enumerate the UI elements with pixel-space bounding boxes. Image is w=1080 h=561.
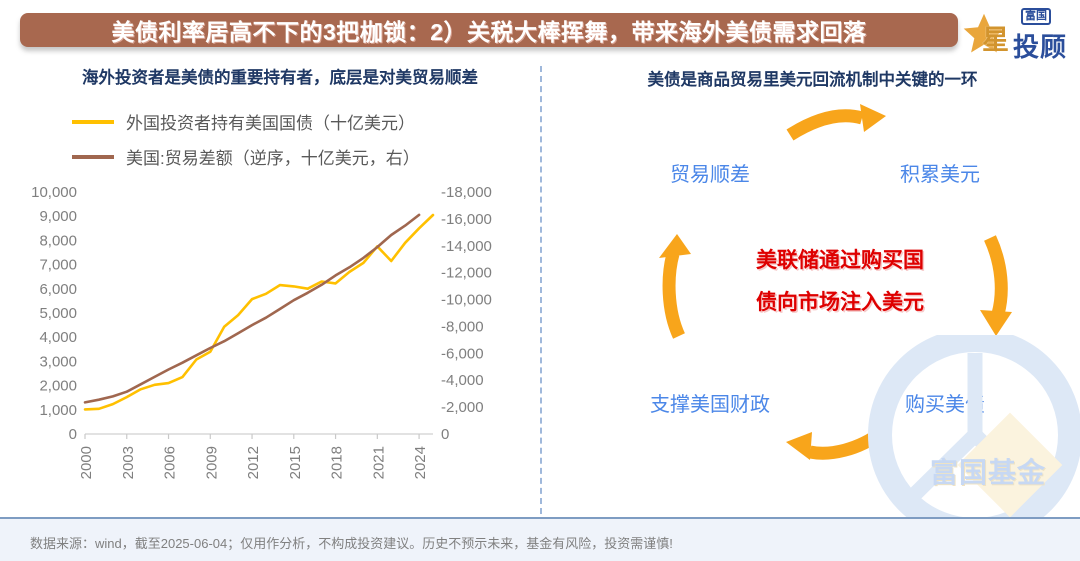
svg-text:10,000: 10,000 xyxy=(31,184,77,201)
flow-node-support-us-fiscal: 支撑美国财政 xyxy=(650,394,770,416)
svg-text:1,000: 1,000 xyxy=(39,402,77,419)
svg-text:9,000: 9,000 xyxy=(39,208,77,225)
legend-swatch-brown xyxy=(72,154,114,159)
footer: 数据来源：wind，截至2025-06-04；仅用作分析，不构成投资建议。历史不… xyxy=(0,519,1080,561)
svg-text:2021: 2021 xyxy=(370,446,387,479)
legend-item: 外国投资者持有美国国债（十亿美元） xyxy=(72,104,420,139)
chart-svg: 0 1,000 2,000 3,000 4,000 5,000 6,000 7,000 8,00… xyxy=(31,184,492,479)
logo-main-text: 投顾 xyxy=(1013,32,1068,62)
footer-divider xyxy=(0,517,1080,519)
svg-text:-6,000: -6,000 xyxy=(441,345,484,362)
fed-note: 美联储通过购买国 债向市场注入美元 xyxy=(700,240,980,324)
svg-text:6,000: 6,000 xyxy=(39,281,77,298)
svg-text:2009: 2009 xyxy=(203,446,220,479)
fed-note-line1: 美联储通过购买国 xyxy=(756,249,924,272)
logo-star-char: 星 xyxy=(982,25,1009,55)
brand-logo: 星 富国 投顾 xyxy=(961,5,1076,62)
flow-node-accumulate-dollars: 积累美元 xyxy=(900,164,980,186)
legend-swatch-yellow xyxy=(72,119,114,124)
svg-text:7,000: 7,000 xyxy=(39,257,77,274)
fed-note-line2: 债向市场注入美元 xyxy=(756,291,924,314)
svg-text:2,000: 2,000 xyxy=(39,378,77,395)
svg-text:-16,000: -16,000 xyxy=(441,211,492,228)
svg-text:2003: 2003 xyxy=(120,446,137,479)
svg-text:-4,000: -4,000 xyxy=(441,372,484,389)
arrow-right-icon xyxy=(786,104,886,141)
svg-text:-18,000: -18,000 xyxy=(441,184,492,201)
flow-node-buy-treasuries: 购买美债 xyxy=(905,394,985,416)
svg-text:-10,000: -10,000 xyxy=(441,292,492,309)
arrow-down-icon xyxy=(980,235,1012,336)
legend-item: 美国:贸易差额（逆序，十亿美元，右） xyxy=(72,139,420,174)
logo-box-text: 富国 xyxy=(1021,8,1051,25)
svg-text:-2,000: -2,000 xyxy=(441,399,484,416)
svg-text:3,000: 3,000 xyxy=(39,353,77,370)
svg-text:-12,000: -12,000 xyxy=(441,265,492,282)
source-text: 数据来源：wind，截至2025-06-04；仅用作分析，不构成投资建议。历史不… xyxy=(30,536,673,551)
svg-text:4,000: 4,000 xyxy=(39,329,77,346)
svg-text:2000: 2000 xyxy=(78,446,95,479)
flow-panel: 美债是商品贸易里美元回流机制中关键的一环 贸易顺差 积累美元 美联储通过购买国 … xyxy=(560,60,1065,518)
chart-title: 海外投资者是美债的重要持有者，底层是对美贸易顺差 xyxy=(82,69,478,87)
line-chart: 0 1,000 2,000 3,000 4,000 5,000 6,000 7,000 8,00… xyxy=(25,182,505,512)
svg-text:8,000: 8,000 xyxy=(39,232,77,249)
svg-text:2015: 2015 xyxy=(287,446,304,479)
panel-divider xyxy=(540,66,542,514)
svg-text:2024: 2024 xyxy=(412,446,429,479)
flow-node-trade-surplus: 贸易顺差 xyxy=(670,164,750,186)
arrow-up-icon xyxy=(659,234,691,339)
legend-label: 外国投资者持有美国国债（十亿美元） xyxy=(126,114,415,133)
legend-label: 美国:贸易差额（逆序，十亿美元，右） xyxy=(126,149,420,168)
page-title: 美债利率居高不下的3把枷锁：2）关税大棒挥舞，带来海外美债需求回落 xyxy=(111,19,867,45)
svg-text:-14,000: -14,000 xyxy=(441,238,492,255)
svg-text:-8,000: -8,000 xyxy=(441,318,484,335)
star-icon xyxy=(961,11,1007,56)
svg-text:2012: 2012 xyxy=(245,446,262,479)
svg-text:0: 0 xyxy=(441,426,449,443)
arrow-left-icon xyxy=(786,426,886,460)
svg-text:2018: 2018 xyxy=(329,446,346,479)
svg-text:0: 0 xyxy=(69,426,77,443)
svg-text:5,000: 5,000 xyxy=(39,305,77,322)
chart-legend: 外国投资者持有美国国债（十亿美元） 美国:贸易差额（逆序，十亿美元，右） xyxy=(72,104,420,174)
flow-title: 美债是商品贸易里美元回流机制中关键的一环 xyxy=(647,71,978,89)
svg-text:2006: 2006 xyxy=(162,446,179,479)
title-bar: 美债利率居高不下的3把枷锁：2）关税大棒挥舞，带来海外美债需求回落 xyxy=(20,13,958,47)
